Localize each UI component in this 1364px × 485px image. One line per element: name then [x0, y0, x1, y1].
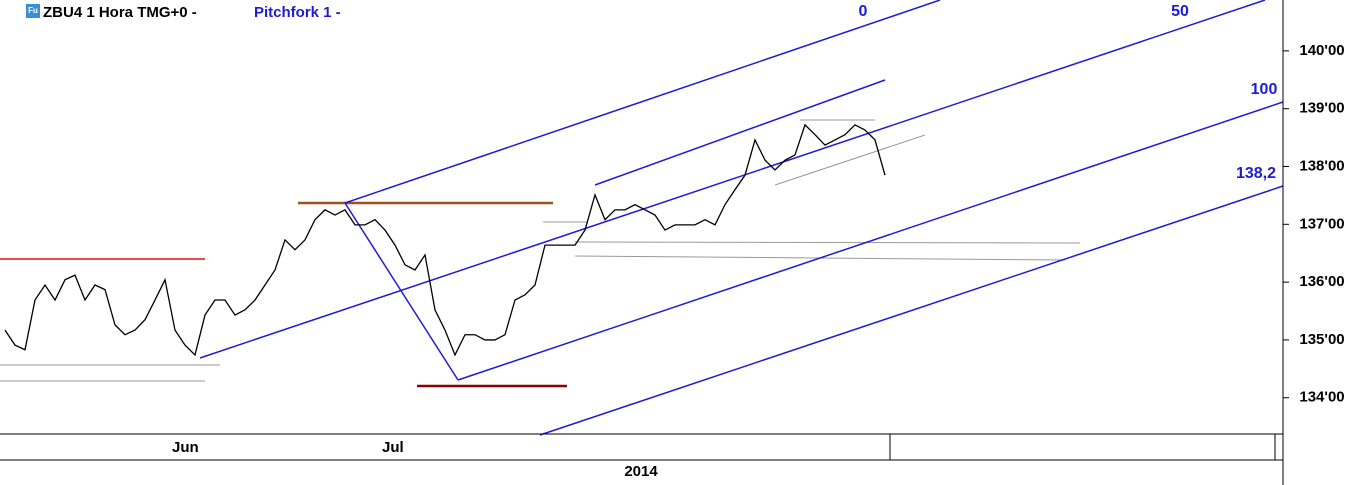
price-line	[4, 123, 886, 357]
y-tick-label: 136'00	[1299, 273, 1344, 290]
annotations	[0, 0, 1284, 436]
pitchfork-handle	[344, 202, 459, 381]
channel-line	[774, 134, 926, 186]
y-tick-label: 139'00	[1299, 100, 1344, 117]
pitchfork-line	[457, 101, 1284, 381]
x-tick-label: Jul	[382, 439, 404, 456]
pitchfork-level: 138,2	[1236, 165, 1276, 182]
channel-line	[594, 79, 886, 186]
icon-label: Fu	[28, 6, 38, 15]
x-axis-label: 2014	[624, 463, 658, 480]
level-line	[574, 241, 1081, 244]
pitchfork-line	[539, 185, 1284, 436]
y-tick-label: 135'00	[1299, 331, 1344, 348]
pitchfork-line	[344, 0, 941, 204]
pitchfork-level: 100	[1251, 81, 1278, 98]
pitchfork-line	[199, 0, 1266, 359]
y-tick-label: 134'00	[1299, 389, 1344, 406]
y-tick-label: 138'00	[1299, 157, 1344, 174]
study-label[interactable]: Pitchfork 1 -	[254, 4, 341, 21]
y-tick-label: 137'00	[1299, 215, 1344, 232]
pitchfork-level: 0	[859, 3, 868, 20]
y-tick-label: 140'00	[1299, 42, 1344, 59]
x-tick-label: Jun	[172, 439, 199, 456]
pitchfork-level: 50	[1171, 3, 1189, 20]
chart-title[interactable]: ZBU4 1 Hora TMG+0 -	[43, 4, 197, 21]
symbol-icon	[26, 4, 40, 18]
